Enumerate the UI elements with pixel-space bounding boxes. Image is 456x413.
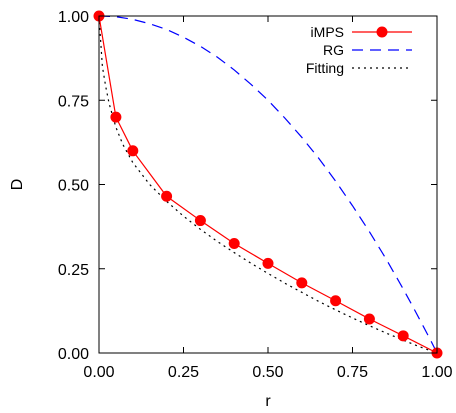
legend-label-imps: iMPS xyxy=(311,24,344,40)
legend-label-rg: RG xyxy=(323,42,344,58)
x-tick-label: 0.50 xyxy=(252,364,283,381)
y-tick-label: 0.00 xyxy=(58,346,89,363)
y-axis-label: D xyxy=(9,179,26,191)
series-imps-point xyxy=(363,313,375,325)
series-imps-point xyxy=(110,111,122,123)
x-axis-label: r xyxy=(265,393,271,410)
series-imps-point xyxy=(127,145,139,157)
series-imps-point xyxy=(262,257,274,269)
y-tick-label: 1.00 xyxy=(58,9,89,26)
series-imps-point xyxy=(330,295,342,307)
legend-marker-imps xyxy=(376,26,388,38)
series-imps-line xyxy=(98,15,438,354)
x-tick-label: 1.00 xyxy=(421,364,452,381)
series-imps-point xyxy=(194,215,206,227)
y-tick-label: 0.50 xyxy=(58,178,89,195)
legend-label-fitting: Fitting xyxy=(306,60,344,76)
y-tick-label: 0.25 xyxy=(58,262,89,279)
series-imps-point xyxy=(161,190,173,202)
axis-tick-labels: 0.00 0.25 0.50 0.75 1.00 0.00 0.25 0.50 0.75 1.00 xyxy=(58,9,453,381)
series-imps-point xyxy=(397,330,409,342)
plot-series xyxy=(93,10,443,359)
series-imps-point xyxy=(296,277,308,289)
x-tick-label: 0.25 xyxy=(168,364,199,381)
legend: iMPS RG Fitting xyxy=(306,24,412,76)
y-tick-label: 0.75 xyxy=(58,93,89,110)
series-rg-line xyxy=(98,15,438,354)
series-imps-point xyxy=(228,237,240,249)
x-tick-label: 0.00 xyxy=(83,364,114,381)
axis-ticks xyxy=(98,15,438,354)
plot-frame xyxy=(98,15,438,354)
series-fitting-line xyxy=(98,15,438,354)
x-tick-label: 0.75 xyxy=(337,364,368,381)
